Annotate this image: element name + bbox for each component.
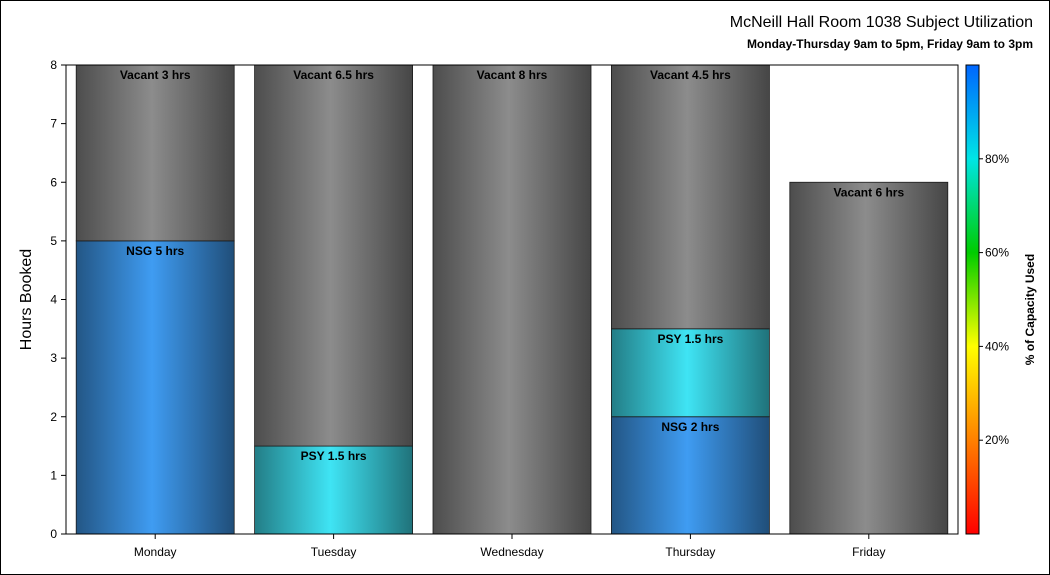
colorbar-tick-label: 60% bbox=[985, 246, 1009, 260]
y-tick-label: 2 bbox=[50, 410, 57, 424]
y-axis-title: Hours Booked bbox=[18, 249, 35, 350]
colorbar-tick-label: 80% bbox=[985, 152, 1009, 166]
x-tick-label: Thursday bbox=[665, 545, 715, 559]
x-tick-label: Monday bbox=[134, 545, 177, 559]
colorbar-tick-label: 40% bbox=[985, 339, 1009, 353]
colorbar-tick-label: 20% bbox=[985, 433, 1009, 447]
y-tick-label: 0 bbox=[50, 527, 57, 541]
bar-data-label: PSY 1.5 hrs bbox=[657, 332, 723, 346]
bar-segment-thursday-psy[interactable] bbox=[611, 328, 770, 418]
y-tick-label: 5 bbox=[50, 234, 57, 248]
bar-data-label: Vacant 6 hrs bbox=[833, 185, 904, 199]
bar-data-label: Vacant 8 hrs bbox=[477, 68, 548, 82]
bar-segment-thursday-vacant[interactable] bbox=[611, 64, 770, 330]
bar-data-label: NSG 2 hrs bbox=[661, 420, 719, 434]
colorbar-layer: 20% 40% 60% 80% % of Capacity Used bbox=[965, 64, 1037, 535]
axes-layer: 0 1 2 3 4 5 6 7 8 Monday Tuesday Wednesday Thursday F… bbox=[18, 58, 959, 559]
y-tick-label: 1 bbox=[50, 468, 57, 482]
bars-layer: NSG 5 hrs Vacant 3 hrs PSY 1.5 hrs Vacant 6… bbox=[75, 64, 949, 535]
chart-subtitle: Monday-Thursday 9am to 5pm, Friday 9am t… bbox=[746, 37, 1033, 51]
bar-segment-monday-vacant[interactable] bbox=[75, 64, 235, 242]
bar-data-label: PSY 1.5 hrs bbox=[301, 449, 367, 463]
y-tick-label: 8 bbox=[50, 58, 57, 72]
y-tick-label: 3 bbox=[50, 351, 57, 365]
bar-segment-friday-vacant[interactable] bbox=[789, 181, 949, 535]
y-tick-label: 6 bbox=[50, 175, 57, 189]
bar-segment-wednesday-vacant[interactable] bbox=[432, 64, 592, 535]
bar-segment-monday-nsg[interactable] bbox=[75, 240, 235, 535]
bar-data-label: Vacant 6.5 hrs bbox=[293, 68, 374, 82]
bar-data-label: Vacant 4.5 hrs bbox=[650, 68, 731, 82]
bar-data-label: Vacant 3 hrs bbox=[120, 68, 191, 82]
x-tick-label: Tuesday bbox=[311, 545, 357, 559]
bar-data-label: NSG 5 hrs bbox=[126, 244, 184, 258]
bar-segment-thursday-nsg[interactable] bbox=[611, 416, 770, 535]
bar-segment-tuesday-psy[interactable] bbox=[254, 445, 414, 535]
x-tick-label: Friday bbox=[852, 545, 885, 559]
y-tick-label: 7 bbox=[50, 117, 57, 131]
chart-title: McNeill Hall Room 1038 Subject Utilizati… bbox=[729, 14, 1033, 31]
x-tick-label: Wednesday bbox=[480, 545, 543, 559]
colorbar-title: % of Capacity Used bbox=[1023, 254, 1037, 365]
colorbar-ramp bbox=[965, 64, 980, 535]
bar-segment-tuesday-vacant[interactable] bbox=[254, 64, 414, 447]
y-tick-label: 4 bbox=[50, 293, 57, 307]
